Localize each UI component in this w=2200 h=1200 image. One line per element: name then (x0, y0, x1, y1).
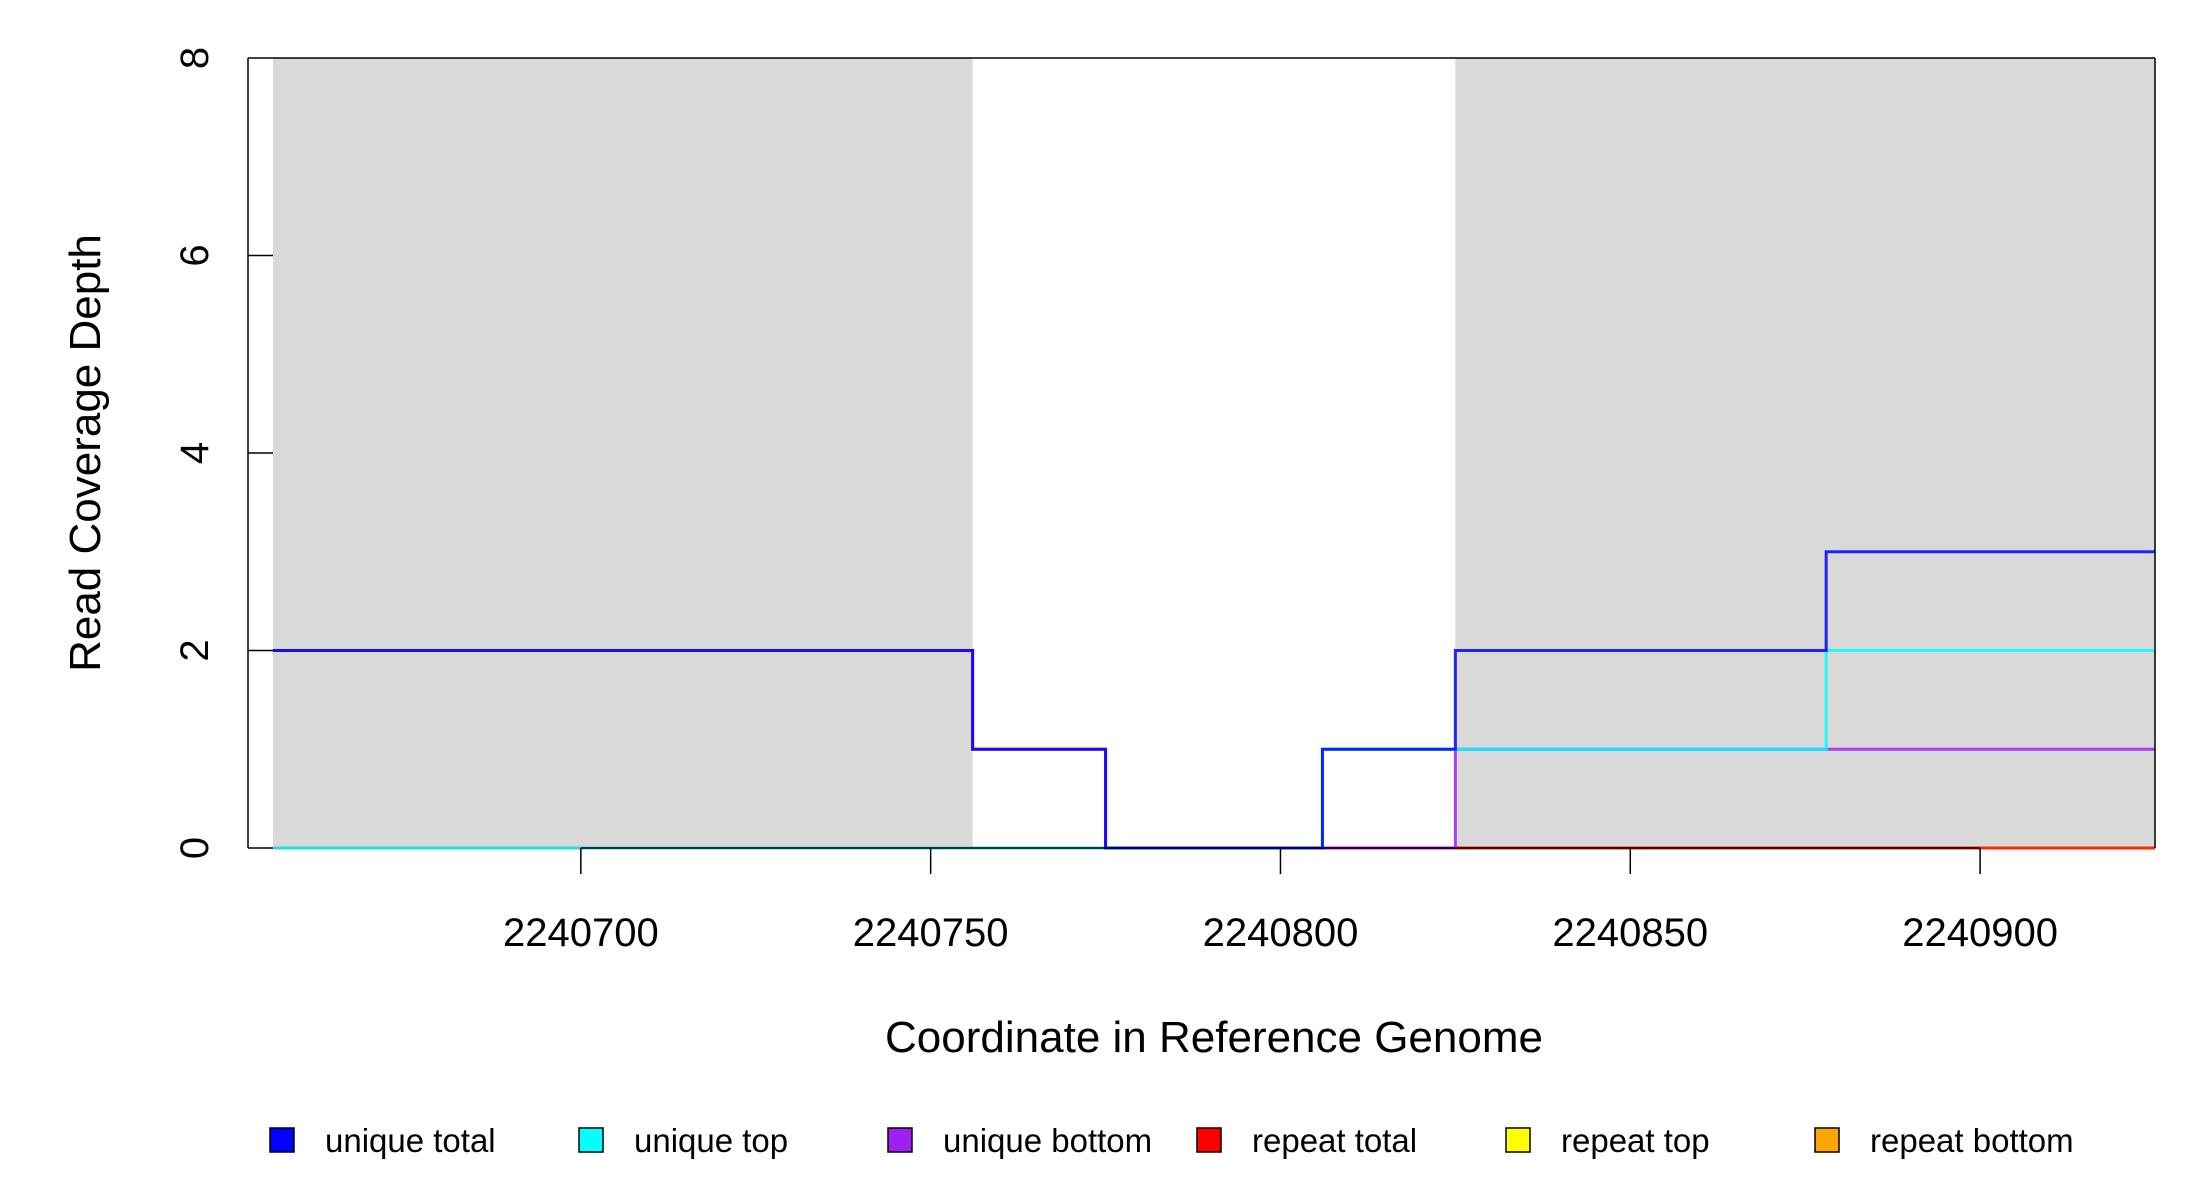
legend-swatch-unique-total (269, 1127, 295, 1153)
legend: unique total unique top unique bottom repea… (269, 1122, 2074, 1159)
shaded-regions (273, 58, 2155, 848)
y-tick-label-4: 4 (173, 442, 217, 464)
y-tick-label-8: 8 (173, 47, 217, 69)
y-axis-title: Read Coverage Depth (61, 234, 110, 672)
y-tick-label-6: 6 (173, 244, 217, 266)
legend-swatch-repeat-bottom (1814, 1127, 1840, 1153)
legend-label-unique-total: unique total (325, 1122, 496, 1159)
legend-swatch-unique-top (578, 1127, 604, 1153)
legend-label-unique-bottom: unique bottom (943, 1122, 1152, 1159)
y-tick-label-0: 0 (173, 837, 217, 859)
x-tick-label-2240850: 2240850 (1552, 911, 1708, 955)
x-tick-label-2240700: 2240700 (503, 911, 659, 955)
legend-swatch-repeat-total (1196, 1127, 1222, 1153)
y-tick-label-2: 2 (173, 639, 217, 661)
legend-label-repeat-bottom: repeat bottom (1870, 1122, 2074, 1159)
legend-label-unique-top: unique top (634, 1122, 788, 1159)
legend-label-repeat-top: repeat top (1561, 1122, 1710, 1159)
shaded-region-1 (273, 58, 973, 848)
x-tick-label-2240900: 2240900 (1902, 911, 2058, 955)
axes: 0 2 4 6 8 2240700 2240750 2240800 2240850 2240900 (173, 47, 2156, 955)
series-line-unique-total (273, 550, 2155, 850)
legend-swatch-repeat-top (1505, 1127, 1531, 1153)
legend-swatch-unique-bottom (887, 1127, 913, 1153)
shaded-region-2 (1455, 58, 2155, 848)
x-axis-title: Coordinate in Reference Genome (885, 1013, 1543, 1062)
x-tick-label-2240800: 2240800 (1203, 911, 1359, 955)
legend-label-repeat-total: repeat total (1252, 1122, 1417, 1159)
x-tick-label-2240750: 2240750 (853, 911, 1009, 955)
